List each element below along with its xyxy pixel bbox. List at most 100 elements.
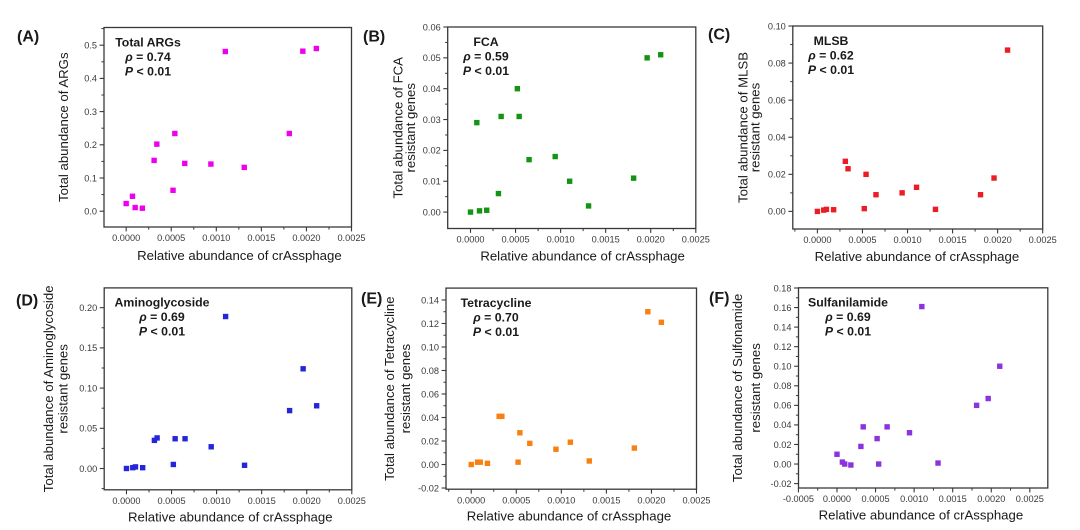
panel-B-y-axis-label-line1: Total abundance of FCA [391,57,406,199]
x-tick-label: 0.0010 [900,494,928,504]
panel-C-stat-line2: P < 0.01 [808,63,854,77]
panel-A-frame [103,26,353,228]
panel-E-point-7 [515,459,521,465]
stat-value: < 0.01 [147,325,185,339]
stat-symbol: P [125,64,134,78]
panel-E-point-11 [567,439,574,445]
x-tick-label: 0.0010 [203,496,231,506]
panel-D-stat-line2: P < 0.01 [139,325,185,339]
y-tick-label: 0.04 [768,133,786,143]
y-tick-label: 0.16 [774,303,792,313]
panel-A-title: Total ARGs [115,35,181,49]
panel-C: (C) 0.0000 0.0005 0.0010 0.0015 0.0020 0.0025 0… [708,21,1057,264]
panel-C-point-13 [977,192,984,198]
y-tick-label: 0.12 [774,342,792,352]
stat-value: = 0.74 [133,50,171,64]
x-tick-label: 0.0020 [637,495,665,505]
panel-A-point-3 [132,204,138,211]
panel-C-y-axis-label-line1: Total abundance of MLSB [736,52,751,203]
panel-B-y-axis-label-line2: resistant genes [403,83,418,173]
panel-F-point-7 [874,435,880,442]
panel-F-point-11 [919,303,925,310]
panel-D-y-axis-label-line2: resistant genes [56,344,71,434]
panel-B-point-13 [630,175,637,181]
x-tick-label: 0.0020 [292,233,320,243]
panel-D: (D) 0.0000 0.0005 0.0010 0.0015 0.0020 0.0025 0… [16,285,366,524]
panel-C-point-5 [842,158,849,165]
x-tick-label: 0.0020 [984,235,1012,245]
panel-E-letter: (E) [361,291,382,308]
y-tick-label: 0.10 [421,342,439,352]
panel-F-point-15 [997,363,1003,369]
panel-D-point-10 [208,444,214,450]
y-tick-label: 0.12 [421,319,439,329]
panel-F-point-9 [884,424,890,430]
panel-D-point-1 [123,465,130,472]
panel-C-point-12 [932,206,939,213]
y-tick-label: 0.05 [79,424,97,434]
panel-C-frame [792,25,1044,230]
panel-E-point-3 [477,459,483,465]
panel-D-point-13 [286,407,293,414]
panel-B-frame [447,26,697,230]
y-tick-label: 0.00 [423,207,441,217]
panel-D-point-7 [170,461,177,468]
stat-value: < 0.01 [481,325,519,339]
y-tick-label: 0.00 [774,459,792,469]
panel-B-point-14 [644,55,650,61]
panel-A-stat-line1: ρ = 0.74 [124,50,171,64]
panel-E-point-5 [496,413,502,420]
x-tick-label: 0.0010 [202,233,230,243]
panel-A-point-4 [139,205,146,211]
panel-B-point-8 [516,113,522,120]
panel-D-title: Aminoglycoside [115,296,210,310]
panel-C-point-2 [821,207,827,213]
y-tick-label: 0.04 [774,420,792,430]
y-tick-label: 0.5 [84,40,97,50]
x-tick-label: 0.0015 [592,495,620,505]
y-tick-label: 0.00 [79,464,97,474]
x-tick-label: 0.0015 [939,494,967,504]
panel-C-title: MLSB [814,34,849,48]
stat-symbol: ρ [824,310,833,324]
y-tick-label: 0.05 [423,53,441,63]
x-tick-label: 0.0020 [977,494,1005,504]
panel-A-point-2 [129,193,136,199]
x-tick-label: 0.0000 [803,235,831,245]
x-tick-label: 0.0005 [157,496,185,506]
stat-symbol: P [808,63,817,77]
stat-value: < 0.01 [833,325,871,339]
panel-C-y-axis-label-line2: resistant genes [748,82,763,172]
panel-B-point-9 [526,156,532,163]
x-tick-label: 0.0005 [502,495,530,505]
panel-D-point-6 [154,435,160,441]
panel-F-y-axis-label-line2: resistant genes [748,343,763,433]
panel-D-y-axis-label-line1: Total abundance of Aminoglycoside [41,285,56,492]
panel-E-stat-line1: ρ = 0.70 [472,310,519,324]
panel-D-point-2 [130,464,136,471]
panel-D-point-14 [300,366,306,372]
y-tick-label: 0.06 [768,95,786,105]
panel-A-letter: (A) [17,29,39,46]
x-tick-label: 0.0015 [939,235,967,245]
panel-A-point-12 [241,164,247,171]
panel-A-point-13 [286,130,293,137]
panel-D-point-5 [151,437,158,444]
stat-symbol: P [463,64,472,78]
x-tick-label: 0.0015 [248,496,276,506]
panel-C-point-10 [899,190,905,196]
panel-F-stat-line1: ρ = 0.69 [824,310,871,324]
x-tick-label: 0.0010 [893,235,921,245]
x-tick-label: 0.0005 [862,494,890,504]
panel-A-point-5 [151,157,157,164]
stat-value: = 0.62 [816,48,854,62]
y-tick-label: 0.14 [421,295,439,305]
y-tick-label: 0.3 [84,107,97,117]
panel-A-point-6 [154,141,160,147]
y-tick-label: 0.08 [421,366,439,376]
panel-E-point-2 [474,459,481,465]
panel-C-letter: (C) [708,27,730,44]
y-tick-label: 0.15 [79,343,97,353]
y-tick-label: 0.2 [84,140,97,150]
